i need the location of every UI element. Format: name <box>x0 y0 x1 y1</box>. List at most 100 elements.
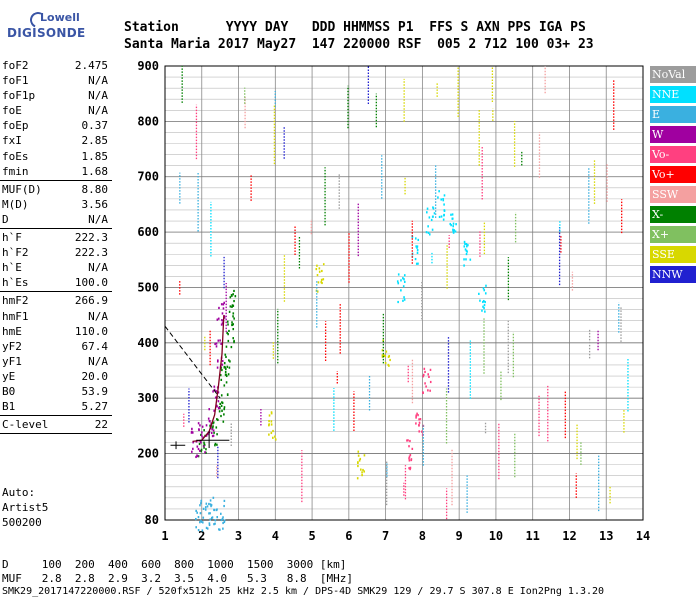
echo-point <box>453 229 456 232</box>
param-value: 0.37 <box>81 119 109 133</box>
echo-point <box>397 300 399 304</box>
echo-point <box>214 444 216 447</box>
legend-item: NoVal <box>650 66 696 83</box>
echo-point <box>192 441 194 444</box>
echo-point <box>268 424 270 427</box>
echo-point <box>222 521 224 525</box>
echo-point <box>397 282 400 285</box>
echo-point <box>465 252 468 256</box>
echo-point <box>222 420 225 423</box>
echo-point <box>322 263 325 266</box>
echo-point <box>223 519 226 522</box>
echo-point <box>362 468 364 472</box>
echo-point <box>214 519 217 522</box>
echo-point <box>228 310 231 313</box>
echo-point <box>211 426 214 429</box>
echo-point <box>223 499 226 503</box>
echo-point <box>317 281 320 284</box>
param-value: 5.27 <box>81 400 109 414</box>
echo-point <box>219 374 222 377</box>
echo-point <box>208 502 210 506</box>
echo-point <box>422 375 425 378</box>
echo-point <box>200 499 203 502</box>
echo-point <box>382 339 385 342</box>
echo-point <box>449 222 452 226</box>
echo-point <box>359 457 362 461</box>
param-value: N/A <box>88 354 108 368</box>
legend-item: X- <box>650 206 696 223</box>
echo-point <box>202 516 205 519</box>
echo-point <box>200 519 202 522</box>
echo-point <box>397 273 400 276</box>
legend-item: SSE <box>650 246 696 263</box>
echo-point <box>422 373 425 376</box>
echo-point <box>214 522 216 525</box>
echo-point <box>416 246 418 249</box>
echo-point <box>212 496 215 499</box>
echo-point <box>422 391 424 394</box>
param-row: hmF1 N/A <box>0 309 112 324</box>
x-tick-label: 12 <box>562 529 576 543</box>
echo-point <box>205 502 208 505</box>
echo-point <box>416 249 419 252</box>
echo-point <box>360 468 362 471</box>
echo-point <box>358 459 361 462</box>
x-tick-label: 6 <box>345 529 352 543</box>
echo-point <box>215 342 218 345</box>
echo-point <box>217 400 220 403</box>
echo-point <box>220 323 223 326</box>
echo-point <box>381 354 384 357</box>
echo-point <box>197 529 200 532</box>
echo-point <box>432 206 434 209</box>
echo-point <box>437 196 439 199</box>
y-tick-label: 300 <box>137 391 159 405</box>
echo-point <box>417 238 420 242</box>
echo-point <box>218 528 220 531</box>
param-row: foE N/A <box>0 103 112 118</box>
echo-point <box>408 457 410 460</box>
logo-line1: Lowell <box>40 11 80 24</box>
echo-point <box>387 355 390 358</box>
echo-point <box>322 278 325 281</box>
echo-point <box>218 306 220 310</box>
echo-point <box>199 441 202 444</box>
echo-point <box>217 391 220 394</box>
echo-point <box>481 309 483 312</box>
echo-point <box>440 215 443 218</box>
echo-point <box>223 408 226 411</box>
echo-point <box>443 209 446 212</box>
y-tick-label: 900 <box>137 59 159 73</box>
echo-point <box>223 520 226 524</box>
echo-point <box>227 339 230 343</box>
echo-point <box>357 461 359 464</box>
echo-point <box>221 359 224 363</box>
param-value: 8.80 <box>81 182 109 196</box>
echo-point <box>363 454 366 457</box>
echo-point <box>203 441 205 444</box>
param-name: hmF1 <box>2 309 29 323</box>
echo-point <box>482 305 484 308</box>
echo-point <box>232 315 234 318</box>
auto-program: Artist5 <box>2 501 49 514</box>
param-row: MUF(D) 8.80 <box>0 182 112 197</box>
echo-point <box>199 440 202 443</box>
echo-point <box>223 504 225 508</box>
echo-point <box>214 442 217 445</box>
echo-point <box>220 394 223 397</box>
param-name: B1 <box>2 400 16 414</box>
echo-point <box>270 412 273 415</box>
echo-point <box>223 406 226 409</box>
echo-point <box>272 429 274 433</box>
echo-point <box>222 307 225 310</box>
echo-point <box>232 337 235 340</box>
echo-point <box>208 522 211 525</box>
param-row: B0 53.9 <box>0 384 112 399</box>
param-name: foE <box>2 104 22 118</box>
echo-point <box>450 213 452 216</box>
param-row: h`F 222.3 <box>0 230 112 245</box>
echo-point <box>195 509 197 512</box>
echo-point <box>428 375 430 378</box>
echo-point <box>197 516 200 519</box>
param-value: N/A <box>88 212 108 226</box>
param-name: h`F2 <box>2 246 29 260</box>
